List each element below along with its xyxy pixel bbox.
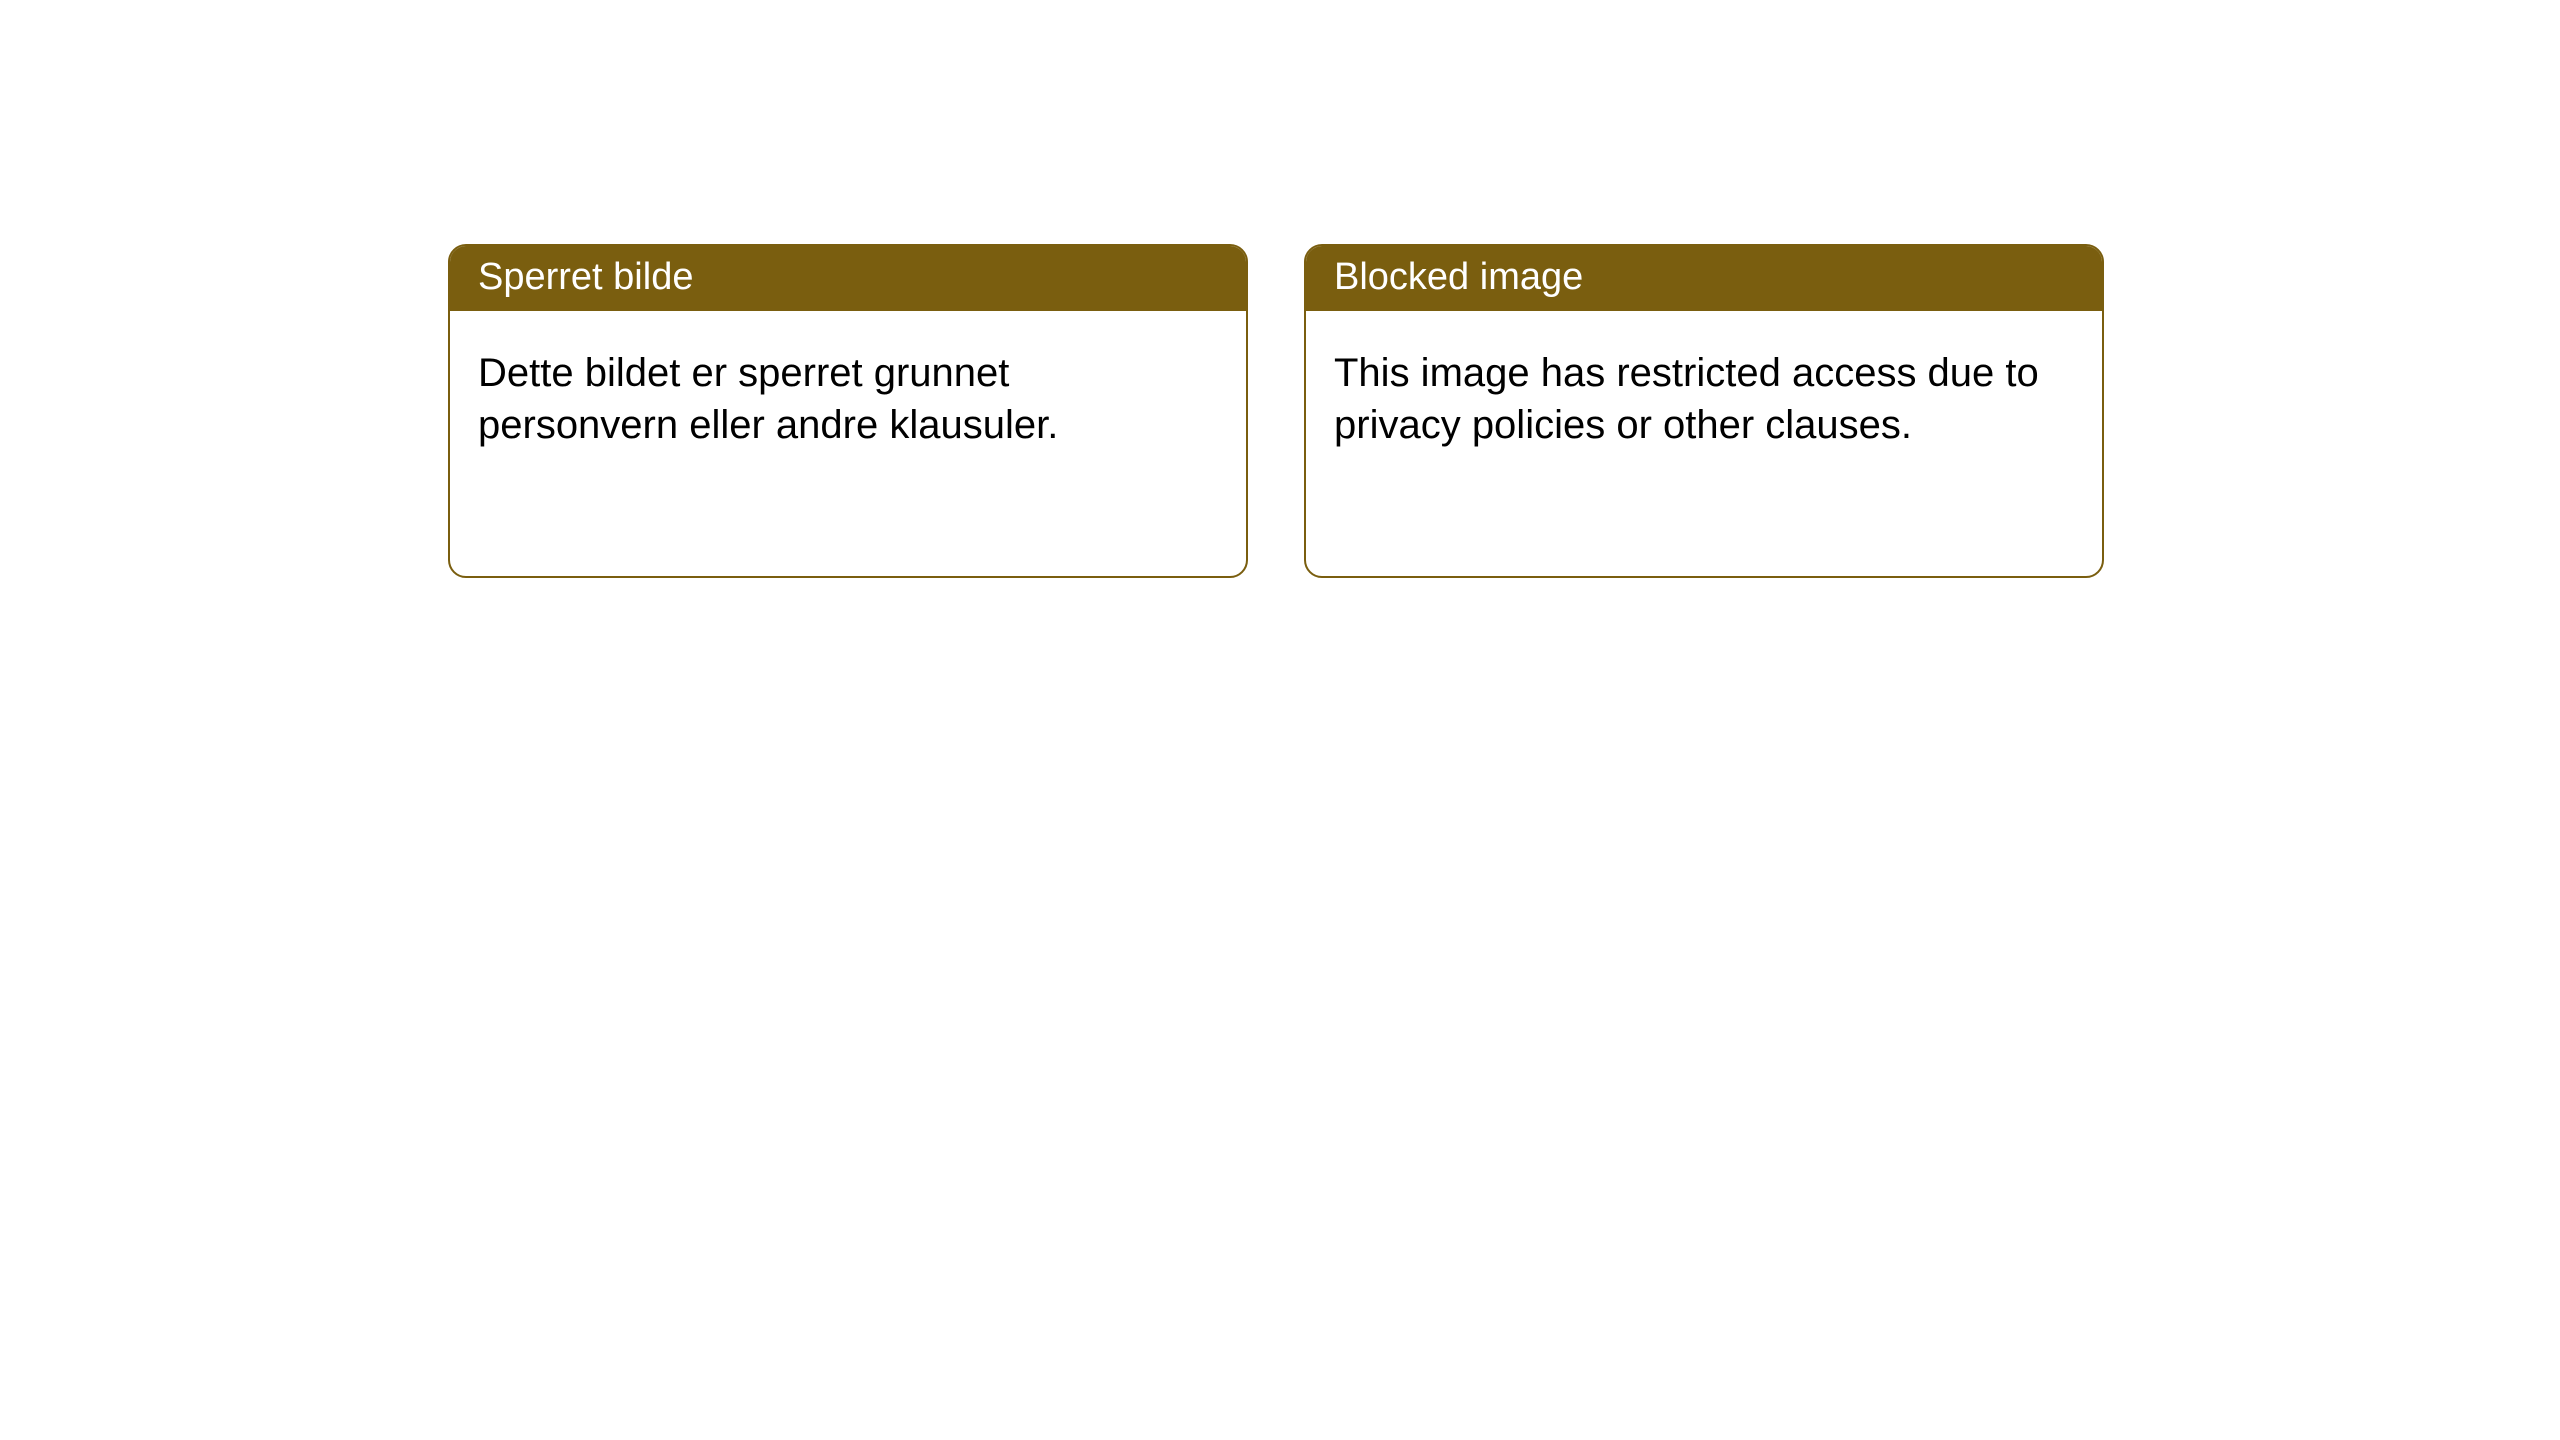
card-title: Blocked image bbox=[1334, 256, 1583, 298]
card-header: Blocked image bbox=[1306, 246, 2102, 311]
card-body-text: This image has restricted access due to … bbox=[1334, 351, 2039, 447]
card-header: Sperret bilde bbox=[450, 246, 1246, 311]
card-title: Sperret bilde bbox=[478, 256, 693, 298]
card-body: Dette bildet er sperret grunnet personve… bbox=[450, 311, 1246, 487]
card-english: Blocked image This image has restricted … bbox=[1304, 244, 2104, 578]
card-norwegian: Sperret bilde Dette bildet er sperret gr… bbox=[448, 244, 1248, 578]
card-body: This image has restricted access due to … bbox=[1306, 311, 2102, 487]
cards-container: Sperret bilde Dette bildet er sperret gr… bbox=[448, 244, 2104, 578]
card-body-text: Dette bildet er sperret grunnet personve… bbox=[478, 351, 1058, 447]
